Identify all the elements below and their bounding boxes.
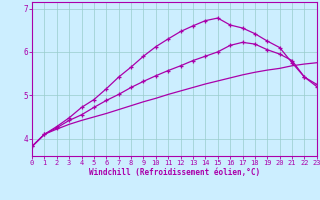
X-axis label: Windchill (Refroidissement éolien,°C): Windchill (Refroidissement éolien,°C) bbox=[89, 168, 260, 177]
